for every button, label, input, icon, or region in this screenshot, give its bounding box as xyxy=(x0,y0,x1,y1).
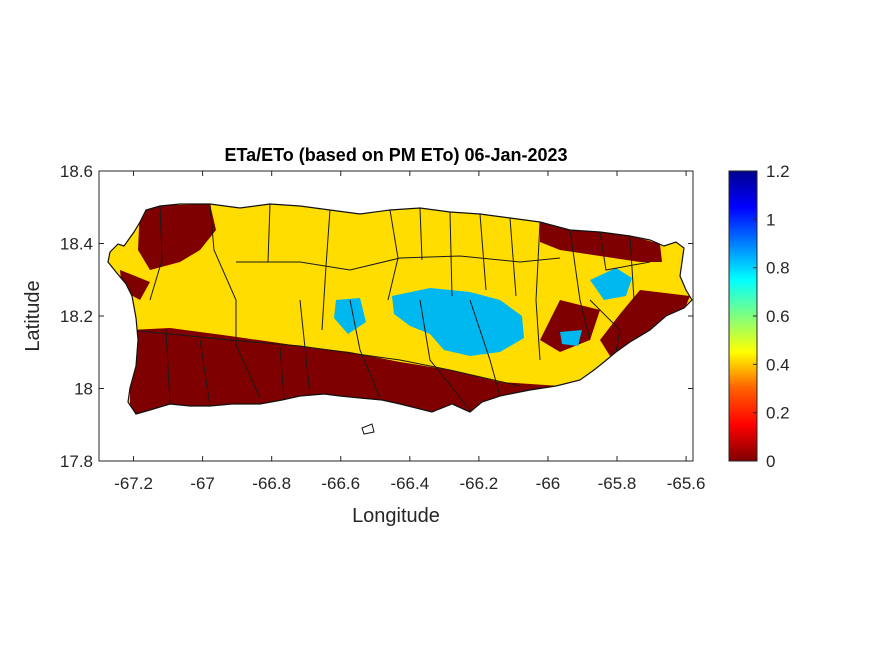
colorbar-tick-label: 0 xyxy=(766,452,775,471)
y-axis-label: Latitude xyxy=(22,280,44,351)
colorbar-tick-label: 1 xyxy=(766,210,775,229)
x-tick-label: -66 xyxy=(536,474,561,493)
colorbar xyxy=(728,170,758,462)
region-highland-west xyxy=(334,298,366,334)
x-tick-label: -66.6 xyxy=(321,474,360,493)
x-axis-label: Longitude xyxy=(352,505,440,527)
chart-title: ETa/ETo (based on PM ETo) 06-Jan-2023 xyxy=(224,145,567,165)
x-tick-label: -66.2 xyxy=(460,474,499,493)
x-tick-label: -66.8 xyxy=(252,474,291,493)
x-tick-label: -67 xyxy=(190,474,215,493)
colorbar-tick-label: 0.2 xyxy=(766,404,790,423)
municipal-boundaries xyxy=(129,204,651,411)
x-tick-label: -67.2 xyxy=(114,474,153,493)
region-east-highlands xyxy=(590,268,632,300)
colorbar-tick-label: 0.4 xyxy=(766,355,790,374)
x-axis: -67.2 -67 -66.8 -66.6 -66.4 -66.2 -66 -65.8 -65.… xyxy=(114,171,705,493)
region-south-coast xyxy=(130,328,600,414)
region-east xyxy=(600,290,690,356)
region-southeast-patch xyxy=(560,330,582,346)
y-tick-label: 18.2 xyxy=(60,307,93,326)
y-axis: 17.8 18 18.2 18.4 18.6 xyxy=(60,162,693,471)
y-tick-label: 18 xyxy=(74,380,93,399)
region-central-highlands xyxy=(392,288,524,356)
region-northwest xyxy=(138,204,216,270)
colorbar-tick-label: 0.6 xyxy=(766,307,790,326)
y-tick-label: 18.4 xyxy=(60,235,93,254)
x-tick-label: -65.8 xyxy=(598,474,637,493)
colorbar-tick-label: 0.8 xyxy=(766,259,790,278)
island-outline xyxy=(107,203,693,415)
y-tick-label: 18.6 xyxy=(60,162,93,181)
x-tick-label: -66.4 xyxy=(390,474,429,493)
data-map xyxy=(108,204,692,414)
colorbar-axis: 0 0.2 0.4 0.6 0.8 1 1.2 xyxy=(753,162,790,471)
x-tick-label: -65.6 xyxy=(667,474,706,493)
caja-de-muertos-island xyxy=(361,423,375,435)
region-southeast-inland xyxy=(540,300,600,352)
colorbar-tick-label: 1.2 xyxy=(766,162,790,181)
y-tick-label: 17.8 xyxy=(60,452,93,471)
